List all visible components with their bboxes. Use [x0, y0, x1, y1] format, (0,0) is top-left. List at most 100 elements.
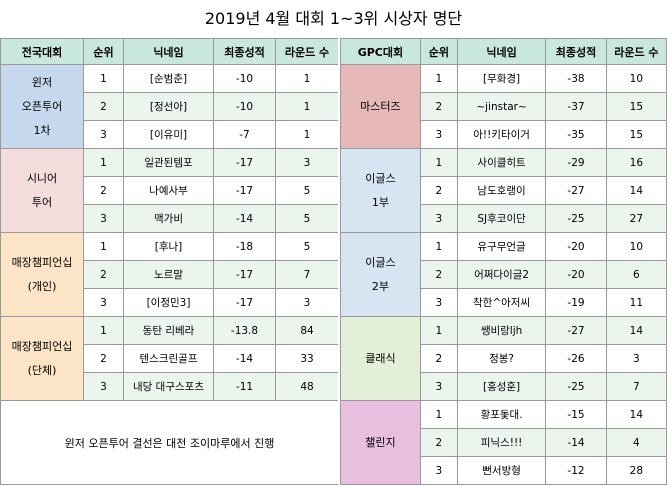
rank-cell: 2 — [83, 176, 124, 205]
category-senior-tour: 시니어 투어 — [0, 148, 84, 233]
nickname-cell: 텐스크린골프 — [123, 344, 214, 373]
table-row: 클래식 1 쌩비랑ljh -27 14 — [340, 316, 667, 401]
rank-cell: 3 — [419, 456, 458, 485]
score-cell: -17 — [213, 176, 276, 205]
header-cell: 닉네임 — [456, 38, 547, 65]
score-cell: -19 — [545, 288, 607, 317]
category-winter-open: 윈저 오픈투어 1차 — [0, 64, 84, 149]
score-cell: -27 — [545, 316, 607, 345]
rank-cell: 1 — [419, 148, 458, 177]
score-cell: -25 — [545, 204, 607, 233]
nickname-cell: ~jinstar~ — [456, 92, 547, 121]
nickname-cell: 남도호랭이 — [456, 176, 547, 205]
table-header-row: GPC대회 순위 닉네임 최종성적 라운드 수 — [340, 38, 667, 65]
table-row: 윈저 오픈투어 1차 1 [순범춘] -10 1 — [0, 64, 339, 149]
score-cell: -10 — [213, 64, 276, 93]
category-challenge: 챌린지 — [340, 400, 421, 485]
rounds-cell: 28 — [605, 456, 667, 485]
nickname-cell: [순범춘] — [123, 64, 214, 93]
rounds-cell: 27 — [605, 204, 667, 233]
page-title: 2019년 4월 대회 1~3위 시상자 명단 — [204, 9, 463, 28]
nickname-cell: [이정민3] — [123, 288, 214, 317]
nickname-cell: 나예사부 — [123, 176, 214, 205]
table-row: 시니어 투어 1 일관된템포 -17 3 — [0, 148, 339, 233]
category-classic: 클래식 — [340, 316, 421, 401]
score-cell: -13.8 — [213, 316, 276, 345]
category-label: 윈저 — [31, 75, 53, 89]
score-cell: -37 — [545, 92, 607, 121]
rounds-cell: 3 — [605, 344, 667, 373]
table-row: 2 남도호랭이 -27 14 — [341, 176, 667, 205]
rounds-cell: 16 — [605, 148, 667, 177]
table-row: 매장챔피언십 (단체) 1 동탄 리베라 -13.8 84 — [0, 316, 339, 401]
category-label: 1차 — [33, 123, 51, 137]
rounds-cell: 1 — [275, 120, 339, 149]
nickname-cell: [정선아] — [123, 92, 214, 121]
table-row: 3 착한^아저씨 -19 11 — [341, 288, 667, 317]
national-tournament-table: 전국대회 순위 닉네임 최종성적 라운드 수 윈저 오픈투어 1차 1 [순범춘… — [0, 38, 339, 485]
rounds-cell: 5 — [275, 176, 339, 205]
score-cell: -17 — [213, 148, 276, 177]
category-label: 1부 — [371, 195, 389, 209]
category-masters: 마스터즈 — [340, 64, 421, 149]
nickname-cell: 피닉스!!! — [456, 428, 547, 457]
category-label: 클래식 — [365, 351, 396, 365]
score-cell: -18 — [213, 232, 276, 261]
rank-cell: 3 — [419, 372, 458, 401]
rank-cell: 1 — [419, 232, 458, 261]
score-cell: -14 — [213, 204, 276, 233]
score-cell: -29 — [545, 148, 607, 177]
table-row: 마스터즈 1 [무화경] -38 10 — [340, 64, 667, 149]
nickname-cell: 유구무언글 — [456, 232, 547, 261]
rounds-cell: 5 — [275, 232, 339, 261]
category-label: 챌린지 — [365, 435, 396, 449]
rounds-cell: 10 — [605, 232, 667, 261]
category-label: 매장챔피언십 — [11, 255, 73, 269]
column-gap — [338, 38, 340, 486]
nickname-cell: 착한^아저씨 — [456, 288, 547, 317]
header-cell: 순위 — [83, 38, 124, 65]
nickname-cell: 황포돛대. — [456, 400, 547, 429]
score-cell: -27 — [545, 176, 607, 205]
nickname-cell: 쌩비랑ljh — [456, 316, 547, 345]
rank-cell: 2 — [419, 92, 458, 121]
rank-cell: 1 — [83, 232, 124, 261]
table-row: 2 [정선아] -10 1 — [0, 92, 339, 121]
table-header-row: 전국대회 순위 닉네임 최종성적 라운드 수 — [0, 38, 339, 65]
header-cell: 라운드 수 — [605, 38, 667, 65]
rank-cell: 2 — [83, 344, 124, 373]
category-label: 마스터즈 — [360, 99, 401, 113]
nickname-cell: [무화경] — [456, 64, 547, 93]
rank-cell: 2 — [419, 176, 458, 205]
score-cell: -20 — [545, 260, 607, 289]
rounds-cell: 14 — [605, 176, 667, 205]
table-row: 3 뻔서방형 -12 28 — [341, 456, 667, 485]
gpc-tournament-table: GPC대회 순위 닉네임 최종성적 라운드 수 마스터즈 1 [무화경] -38… — [340, 38, 667, 485]
final-venue-note: 윈저 오픈투어 결선은 대전 조이마루에서 진행 — [0, 400, 339, 485]
rounds-cell: 7 — [275, 260, 339, 289]
nickname-cell: 맥가비 — [123, 204, 214, 233]
rank-cell: 3 — [83, 372, 124, 401]
rank-cell: 1 — [83, 316, 124, 345]
category-label: (단체) — [27, 363, 57, 377]
nickname-cell: [후나] — [123, 232, 214, 261]
score-cell: -14 — [545, 428, 607, 457]
score-cell: -35 — [545, 120, 607, 149]
nickname-cell: [이유미] — [123, 120, 214, 149]
rounds-cell: 84 — [275, 316, 339, 345]
category-label: 2부 — [371, 279, 389, 293]
rounds-cell: 10 — [605, 64, 667, 93]
nickname-cell: [홍성훈] — [456, 372, 547, 401]
rank-cell: 2 — [419, 260, 458, 289]
table-row: 이글스 2부 1 유구무언글 -20 10 — [340, 232, 667, 317]
category-store-champ-team: 매장챔피언십 (단체) — [0, 316, 84, 401]
rounds-cell: 15 — [605, 92, 667, 121]
header-cell: 전국대회 — [0, 38, 84, 65]
rounds-cell: 7 — [605, 372, 667, 401]
note-row: 윈저 오픈투어 결선은 대전 조이마루에서 진행 — [0, 400, 339, 485]
category-store-champ-individual: 매장챔피언십 (개인) — [0, 232, 84, 317]
nickname-cell: 정봉? — [456, 344, 547, 373]
rounds-cell: 1 — [275, 64, 339, 93]
rank-cell: 1 — [419, 64, 458, 93]
score-cell: -14 — [213, 344, 276, 373]
